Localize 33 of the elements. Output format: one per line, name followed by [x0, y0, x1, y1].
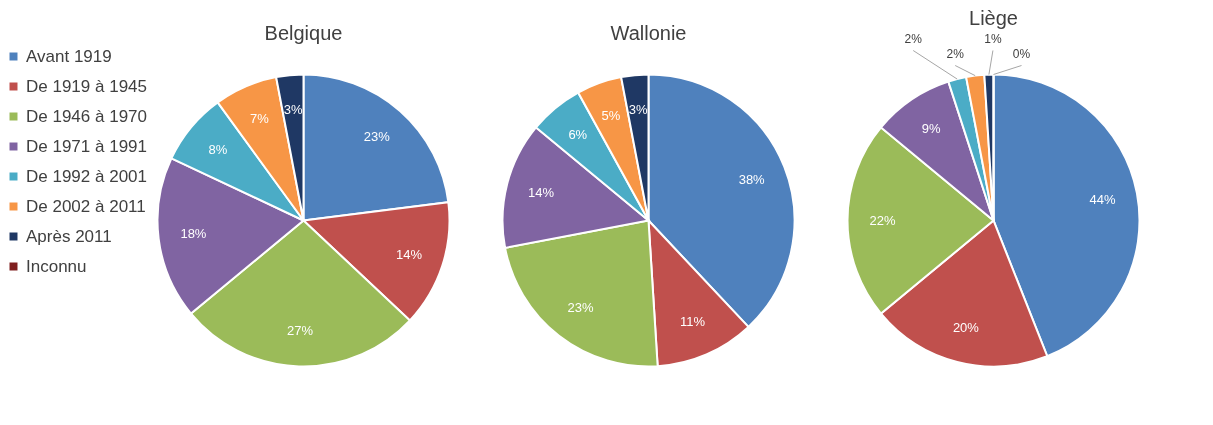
data-label: 1% [984, 31, 1002, 46]
chart-title: Wallonie [610, 22, 687, 44]
data-label: 23% [363, 129, 391, 145]
data-label: 3% [628, 102, 648, 118]
chart-title: Belgique [264, 22, 343, 44]
data-label: 38% [738, 171, 766, 187]
data-label: 44% [1089, 191, 1116, 207]
legend-label: De 2002 à 2011 [26, 196, 146, 216]
data-label: 22% [869, 212, 896, 228]
data-label: 3% [283, 102, 303, 118]
legend-label: De 1971 à 1991 [26, 136, 147, 156]
legend-label: Inconnu [26, 256, 87, 276]
chart-title: Liège [969, 6, 1018, 29]
data-label: 2% [904, 31, 923, 46]
data-label: 20% [952, 319, 980, 335]
data-label: 8% [208, 141, 228, 157]
data-label: 7% [250, 110, 270, 126]
data-label: 6% [568, 127, 588, 142]
data-label: 14% [396, 246, 423, 262]
data-label: 9% [921, 120, 941, 136]
legend-label: Après 2011 [26, 226, 112, 246]
legend-label: De 1946 à 1970 [26, 106, 147, 126]
legend-label: De 1919 à 1945 [26, 76, 147, 96]
data-label: 2% [946, 46, 965, 61]
data-label: 14% [528, 184, 555, 200]
data-label: 5% [601, 108, 621, 124]
data-label: 27% [287, 323, 314, 339]
data-label: 23% [567, 300, 594, 316]
text: 0% [1012, 46, 1031, 61]
legend-label: De 1992 à 2001 [26, 166, 147, 186]
data-label: 11% [680, 314, 706, 330]
data-label: 18% [180, 226, 207, 242]
legend-label: Avant 1919 [26, 46, 112, 66]
